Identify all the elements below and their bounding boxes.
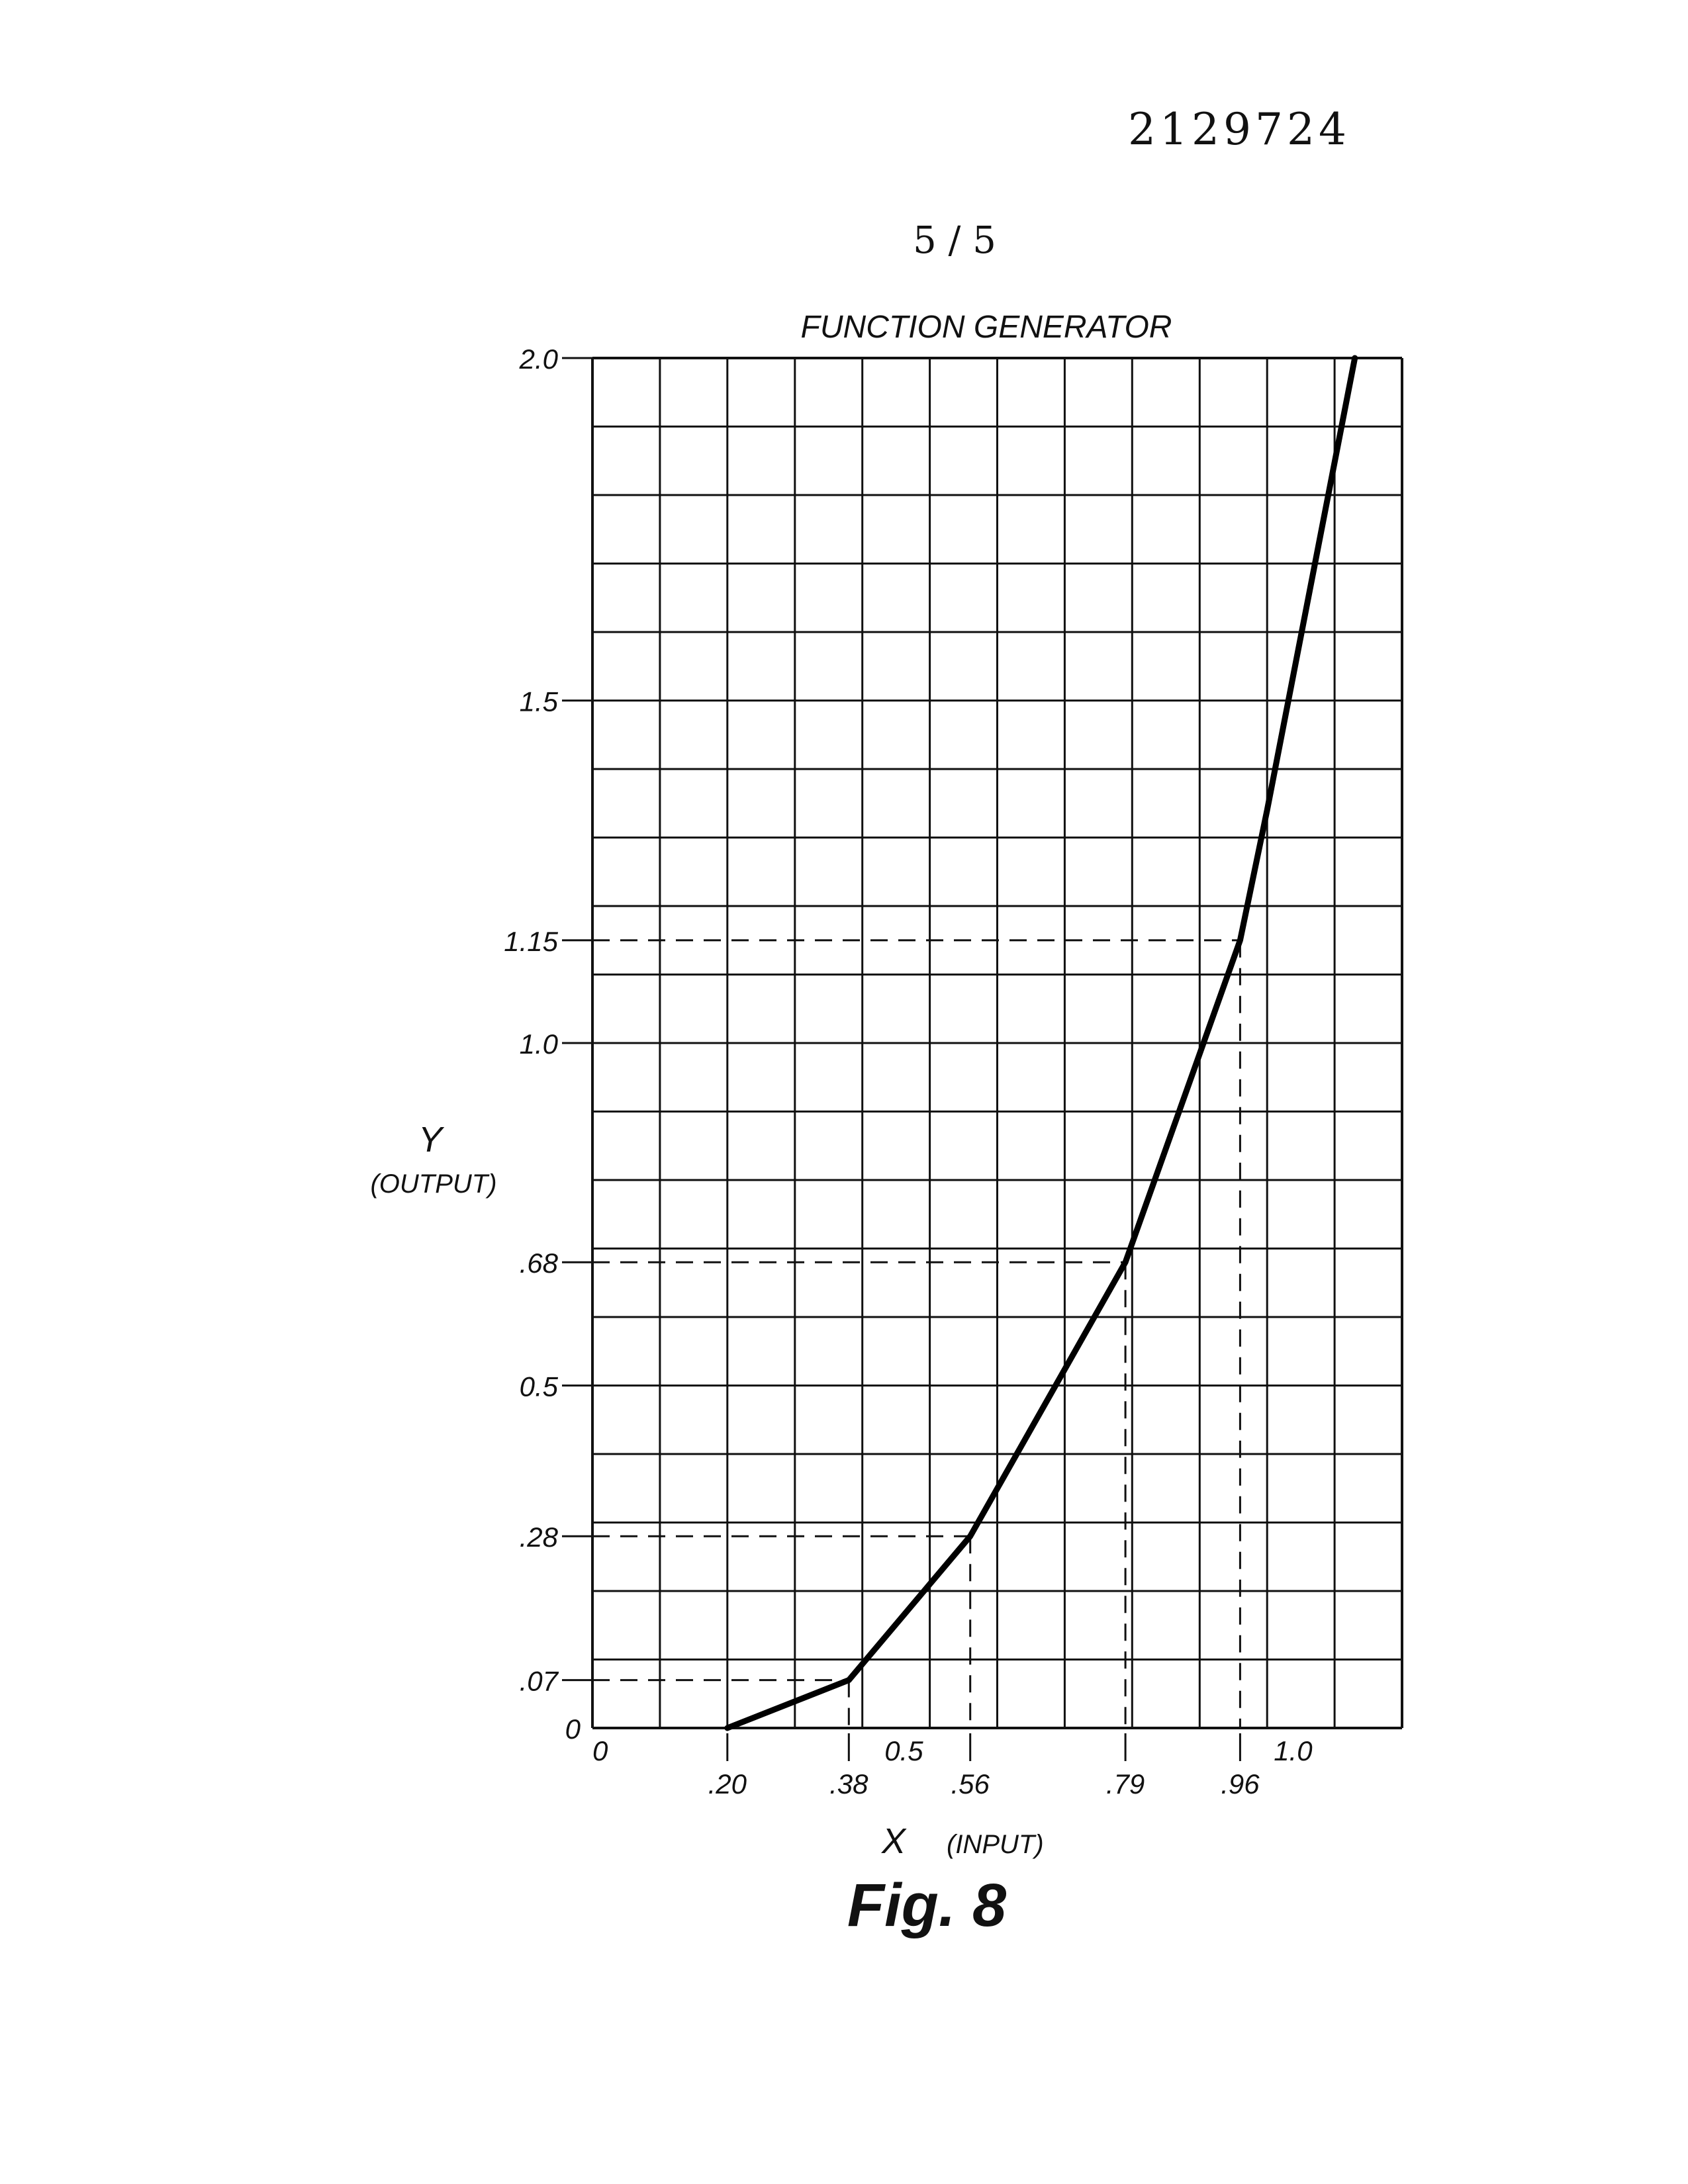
x-tick-label: .38 (829, 1768, 868, 1799)
grid (592, 358, 1402, 1728)
figure-caption: Fig. 8 (847, 1872, 1007, 1939)
y-tick-label: .07 (520, 1666, 559, 1697)
y-tick-label: 1.0 (520, 1028, 559, 1060)
y-tick-label: 0.5 (520, 1371, 559, 1402)
y-tick-label: 2.0 (519, 343, 559, 375)
x-axis-note: (INPUT) (947, 1830, 1044, 1859)
x-tick-label: .79 (1106, 1768, 1145, 1799)
y-axis-note: (OUTPUT) (370, 1169, 496, 1199)
x-tick-label: 0.5 (884, 1735, 923, 1766)
y-tick-label: 1.5 (520, 686, 559, 717)
y-tick-label: .68 (520, 1248, 559, 1279)
patent-number: 2129724 (1128, 104, 1350, 155)
y-tick-label: .28 (520, 1522, 559, 1553)
x-axis: 0 .20 .38 0.5 .56 .79 .96 1.0 (592, 1733, 1313, 1799)
function-generator-chart: 0.07.280.5.681.01.151.52.0 0.20.380.5.56… (504, 343, 1402, 1799)
dashed-guides (592, 940, 1240, 1728)
x-tick-label: .56 (951, 1768, 990, 1799)
x-tick-label: 0 (592, 1735, 608, 1766)
x-tick-label: 1.0 (1274, 1735, 1313, 1766)
y-tick-label: 1.15 (504, 926, 558, 957)
y-tick-label: 0 (565, 1713, 581, 1745)
x-tick-label: .96 (1221, 1768, 1260, 1799)
x-tick-label: .20 (708, 1768, 747, 1799)
y-axis-label: Y (418, 1120, 445, 1160)
chart-title: FUNCTION GENERATOR (801, 310, 1172, 345)
x-axis-label: X (880, 1821, 907, 1861)
sheet-number: 5 / 5 (913, 219, 996, 262)
y-axis: 0.07 .28 0.5 .68 1.0 1.15 1.5 2.0 (504, 343, 592, 1745)
